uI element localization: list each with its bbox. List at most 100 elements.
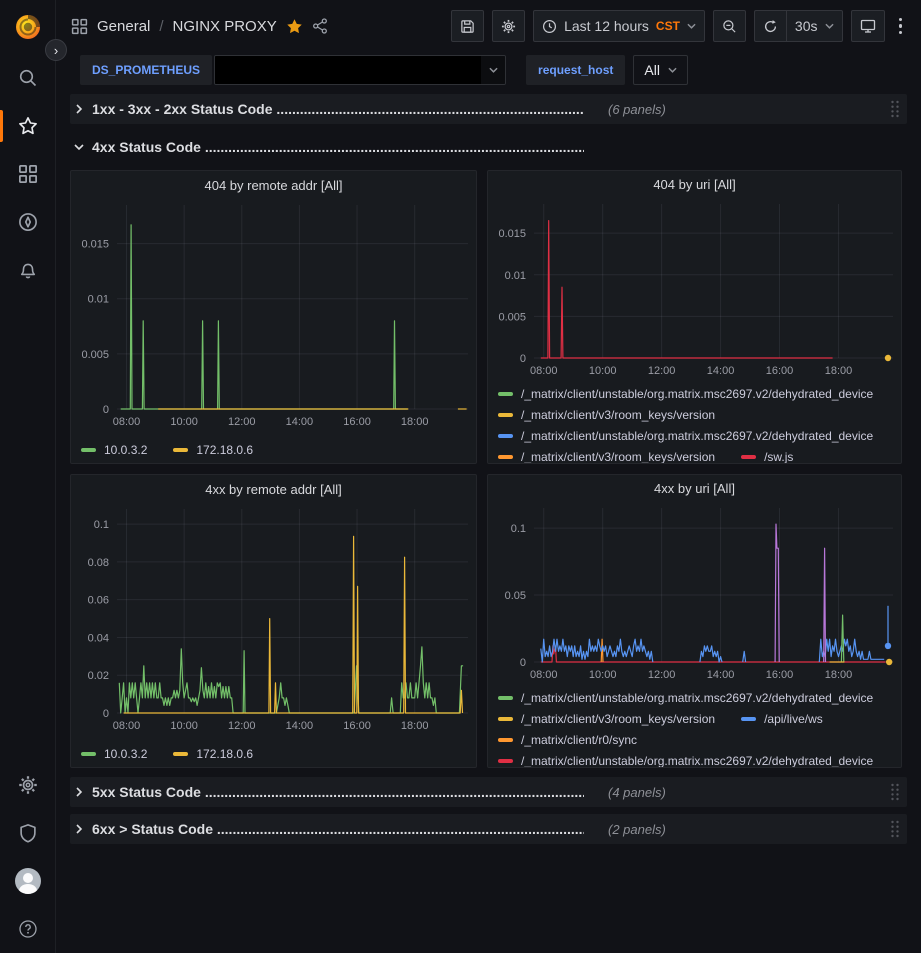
zoom-out-button[interactable] (712, 10, 746, 42)
svg-text:18:00: 18:00 (401, 720, 429, 732)
svg-text:10:00: 10:00 (589, 669, 617, 681)
svg-text:0.015: 0.015 (498, 228, 526, 240)
legend-item[interactable]: /_matrix/client/unstable/org.matrix.msc2… (498, 691, 873, 705)
legend-swatch (498, 392, 513, 396)
legend-item[interactable]: /sw.js (741, 450, 793, 463)
timeseries-chart[interactable]: 08:00 10:00 12:00 14:00 16:00 18:00 0 0.05 0.1 (488, 502, 901, 684)
refresh-button[interactable] (753, 10, 786, 42)
svg-text:18:00: 18:00 (401, 416, 429, 428)
sidebar-item-server-admin[interactable] (0, 809, 56, 857)
svg-text:16:00: 16:00 (343, 416, 371, 428)
chevron-down-icon (687, 23, 696, 29)
legend-row: /_matrix/client/r0/sync (498, 730, 895, 751)
help-icon (18, 920, 37, 938)
breadcrumb-dashboard-title[interactable]: NGINX PROXY (172, 17, 277, 35)
row-title: 6xx > Status Code ......................… (92, 821, 584, 837)
legend-swatch (498, 717, 513, 721)
legend-item[interactable]: /_matrix/client/v3/room_keys/version (498, 712, 715, 726)
gear-icon (18, 776, 37, 794)
chevron-right-icon (76, 824, 83, 834)
sidebar-item-settings[interactable] (0, 761, 56, 809)
row-title: 5xx Status Code ........................… (92, 784, 584, 800)
svg-text:18:00: 18:00 (825, 669, 853, 681)
svg-text:0.015: 0.015 (81, 239, 109, 251)
svg-text:0.005: 0.005 (498, 311, 526, 323)
refresh-icon (764, 19, 776, 32)
row-drag-handle[interactable] (889, 100, 901, 118)
legend-item[interactable]: /_matrix/client/unstable/org.matrix.msc2… (498, 387, 873, 401)
chart-legend: /_matrix/client/unstable/org.matrix.msc2… (488, 380, 901, 463)
legend-item[interactable]: /_matrix/client/v3/room_keys/version (498, 450, 715, 463)
sidebar-expand-button[interactable]: › (45, 39, 67, 61)
svg-text:0.02: 0.02 (88, 670, 109, 682)
panel-title[interactable]: 404 by remote addr [All] (204, 177, 343, 193)
legend-item[interactable]: /_matrix/client/unstable/org.matrix.msc2… (498, 429, 873, 443)
sidebar-item-alerting[interactable] (0, 246, 56, 294)
sidebar-item-explore[interactable] (0, 198, 56, 246)
svg-text:0: 0 (520, 353, 526, 365)
legend-item[interactable]: /_matrix/client/v3/room_keys/version (498, 408, 715, 422)
row-4xx[interactable]: 4xx Status Code ........................… (70, 132, 907, 162)
svg-text:0.04: 0.04 (88, 632, 109, 644)
grafana-logo[interactable] (0, 0, 56, 54)
request-host-selected: All (644, 62, 660, 78)
row-1xx-3xx-2xx[interactable]: 1xx - 3xx - 2xx Status Code ............… (70, 94, 907, 124)
refresh-interval-select[interactable]: 30s (785, 10, 843, 42)
breadcrumb-folder[interactable]: General (97, 17, 151, 35)
sidebar-item-dashboards[interactable] (0, 150, 56, 198)
legend-label: /api/live/ws (764, 712, 823, 726)
svg-text:08:00: 08:00 (113, 720, 141, 732)
row-6xx[interactable]: 6xx > Status Code ......................… (70, 814, 907, 844)
legend-item[interactable]: 10.0.3.2 (81, 747, 147, 761)
timeseries-chart[interactable]: 08:00 10:00 12:00 14:00 16:00 18:00 0 0.02 0.04 0… (71, 503, 476, 735)
legend-item[interactable]: /_matrix/client/r0/sync (498, 733, 637, 747)
legend-label: 172.18.0.6 (196, 746, 254, 761)
row-5xx[interactable]: 5xx Status Code ........................… (70, 777, 907, 807)
datasource-variable-value[interactable] (214, 55, 507, 85)
save-icon (461, 19, 474, 33)
row-drag-handle[interactable] (889, 820, 901, 838)
legend-item[interactable]: /api/live/ws (741, 712, 823, 726)
timeseries-chart[interactable]: 08:00 10:00 12:00 14:00 16:00 18:00 0 0.005 0.01… (488, 198, 901, 380)
save-dashboard-button[interactable] (451, 10, 485, 42)
star-icon (18, 117, 37, 135)
svg-text:08:00: 08:00 (530, 669, 558, 681)
avatar (14, 868, 41, 894)
dashboards-grid-icon (18, 165, 37, 183)
datasource-variable-label[interactable]: DS_PROMETHEUS (80, 55, 213, 85)
datasource-variable: DS_PROMETHEUS (80, 55, 507, 85)
grafana-logo-icon (15, 15, 40, 39)
legend-item[interactable]: 172.18.0.6 (173, 443, 253, 457)
sidebar-item-starred[interactable] (0, 102, 56, 150)
legend-row: /_matrix/client/unstable/org.matrix.msc2… (498, 751, 895, 767)
more-options-button[interactable] (893, 17, 909, 35)
legend-label: /_matrix/client/v3/room_keys/version (521, 712, 716, 726)
share-icon[interactable] (312, 18, 328, 34)
request-host-variable-label[interactable]: request_host (526, 55, 626, 85)
panel-title[interactable]: 404 by uri [All] (653, 176, 736, 192)
request-host-variable-value[interactable]: All (633, 55, 688, 85)
panel-title[interactable]: 4xx by uri [All] (654, 480, 735, 496)
panel-title[interactable]: 4xx by remote addr [All] (205, 481, 342, 497)
legend-item[interactable]: 10.0.3.2 (81, 443, 147, 457)
legend-label: /_matrix/client/unstable/org.matrix.msc2… (521, 754, 874, 767)
legend-item[interactable]: 172.18.0.6 (173, 747, 253, 761)
svg-text:10:00: 10:00 (589, 365, 617, 377)
svg-text:14:00: 14:00 (286, 720, 314, 732)
sidebar-item-search[interactable] (0, 54, 56, 102)
dashboard-settings-button[interactable] (492, 10, 526, 42)
time-range-picker[interactable]: Last 12 hours CST (533, 10, 705, 42)
sidebar-item-help[interactable] (0, 905, 56, 953)
timeseries-chart[interactable]: 08:00 10:00 12:00 14:00 16:00 18:00 0 0.005 0.01… (71, 199, 476, 431)
sidebar-item-profile[interactable] (0, 857, 56, 905)
svg-text:14:00: 14:00 (286, 416, 314, 428)
favorite-star-icon[interactable] (286, 18, 303, 35)
row-drag-handle[interactable] (889, 783, 901, 801)
legend-item[interactable]: /_matrix/client/unstable/org.matrix.msc2… (498, 754, 873, 767)
chevron-down-icon (824, 23, 834, 29)
tv-mode-button[interactable] (850, 10, 885, 42)
refresh-interval-label: 30s (794, 18, 818, 34)
svg-text:16:00: 16:00 (766, 365, 794, 377)
legend-swatch (498, 738, 513, 742)
row-panel-count: (2 panels) (608, 821, 666, 837)
